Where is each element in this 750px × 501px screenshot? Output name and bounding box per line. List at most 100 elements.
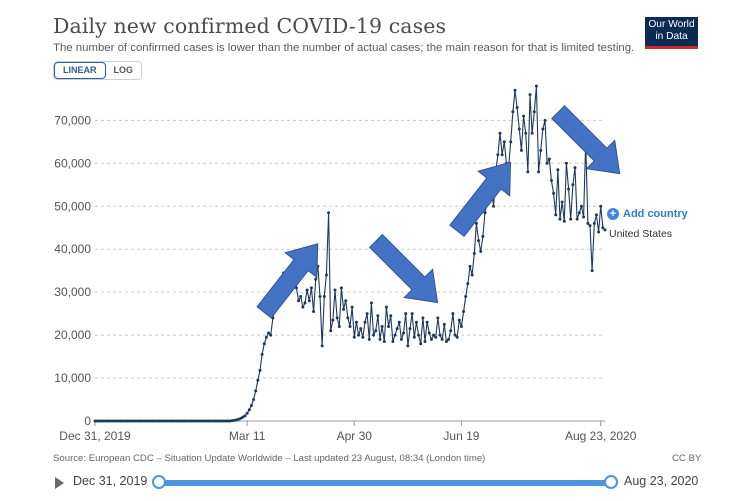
annotation-arrow (256, 243, 319, 319)
data-point (132, 419, 136, 423)
data-point (444, 340, 448, 344)
data-point (511, 110, 515, 114)
log-scale-button[interactable]: LOG (105, 62, 141, 79)
annotation-arrow (368, 233, 439, 304)
data-point (123, 419, 127, 423)
data-point (393, 333, 397, 337)
timeline-start-label: Dec 31, 2019 (73, 474, 148, 488)
data-point (112, 419, 116, 423)
data-point (468, 264, 472, 268)
data-point (252, 398, 256, 402)
data-point (447, 337, 451, 341)
data-point (254, 389, 258, 393)
annotation-arrow (551, 105, 621, 175)
data-point (102, 419, 106, 423)
data-point (597, 230, 601, 234)
data-point (314, 277, 318, 281)
data-point (134, 419, 138, 423)
data-point (256, 378, 260, 382)
data-point (387, 325, 391, 329)
data-point (209, 419, 213, 423)
data-point (200, 419, 204, 423)
data-point (307, 299, 311, 303)
data-point (402, 331, 406, 335)
data-point (309, 286, 313, 290)
y-tick-label: 0 (84, 414, 91, 428)
data-point (423, 340, 427, 344)
timeline-track[interactable] (159, 480, 611, 486)
data-point (419, 342, 423, 346)
data-point (374, 329, 378, 333)
data-point (577, 211, 581, 215)
add-country-button[interactable]: + Add country (607, 208, 688, 220)
data-point (159, 419, 163, 423)
data-point (144, 419, 148, 423)
y-tick-label: 20,000 (54, 328, 91, 342)
data-point (515, 105, 519, 109)
license-link[interactable]: CC BY (672, 453, 702, 464)
data-point (552, 191, 556, 195)
data-point (99, 419, 103, 423)
scale-toggle: LINEAR LOG (53, 61, 142, 80)
data-point (457, 318, 461, 322)
data-point (267, 331, 271, 335)
data-point (202, 419, 206, 423)
data-point (417, 333, 421, 337)
data-point (127, 419, 131, 423)
timeline-end-handle[interactable] (604, 475, 618, 489)
data-point (258, 368, 262, 372)
data-point (412, 335, 416, 339)
data-point (153, 419, 157, 423)
data-point (207, 419, 211, 423)
data-point (117, 419, 121, 423)
data-point (226, 419, 230, 423)
x-tick-label: Jun 19 (443, 429, 479, 443)
source-note: Source: European CDC – Situation Update … (53, 453, 486, 464)
data-point (594, 213, 598, 217)
y-tick-label: 10,000 (54, 371, 91, 385)
data-point (333, 288, 337, 292)
data-point (543, 118, 547, 122)
annotation-arrow (449, 161, 512, 238)
data-point (556, 168, 560, 172)
data-point (472, 252, 476, 255)
chart-subtitle: The number of confirmed cases is lower t… (53, 42, 635, 54)
data-point (119, 419, 123, 423)
data-point (262, 342, 266, 346)
data-point (410, 312, 414, 316)
data-point (451, 312, 455, 316)
owid-logo[interactable]: Our World in Data (645, 17, 698, 49)
data-point (301, 305, 305, 309)
series-line (95, 85, 606, 422)
y-tick-label: 30,000 (54, 285, 91, 299)
data-point (305, 288, 309, 292)
data-point (174, 419, 178, 423)
data-point (380, 325, 384, 329)
data-point (534, 84, 538, 88)
play-icon[interactable] (55, 477, 64, 489)
y-tick-label: 60,000 (54, 156, 91, 170)
data-point (517, 127, 521, 131)
series-label-united-states: United States (609, 228, 673, 240)
data-point (121, 419, 125, 423)
data-point (455, 335, 459, 339)
data-point (114, 419, 118, 423)
data-point (327, 211, 331, 215)
chart: 0 10,000 20,000 30,000 40,000 50,000 60,000 70,… (54, 84, 637, 443)
data-point (592, 221, 596, 225)
data-point (571, 183, 575, 187)
linear-scale-button[interactable]: LINEAR (54, 62, 106, 79)
data-point (588, 224, 592, 228)
data-point (560, 200, 564, 204)
data-point (434, 335, 438, 339)
data-point (532, 110, 536, 114)
data-point (299, 294, 303, 298)
data-point (575, 217, 579, 221)
timeline-start-handle[interactable] (152, 475, 166, 489)
data-point (187, 419, 191, 423)
data-point (464, 294, 468, 298)
data-point (354, 320, 358, 324)
data-point (151, 419, 155, 423)
data-point (194, 419, 198, 423)
data-point (427, 331, 431, 335)
